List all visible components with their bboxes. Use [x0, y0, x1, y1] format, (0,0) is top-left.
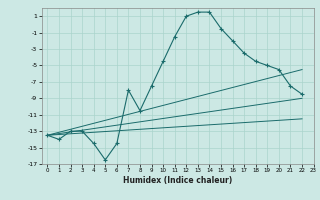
X-axis label: Humidex (Indice chaleur): Humidex (Indice chaleur)	[123, 176, 232, 185]
